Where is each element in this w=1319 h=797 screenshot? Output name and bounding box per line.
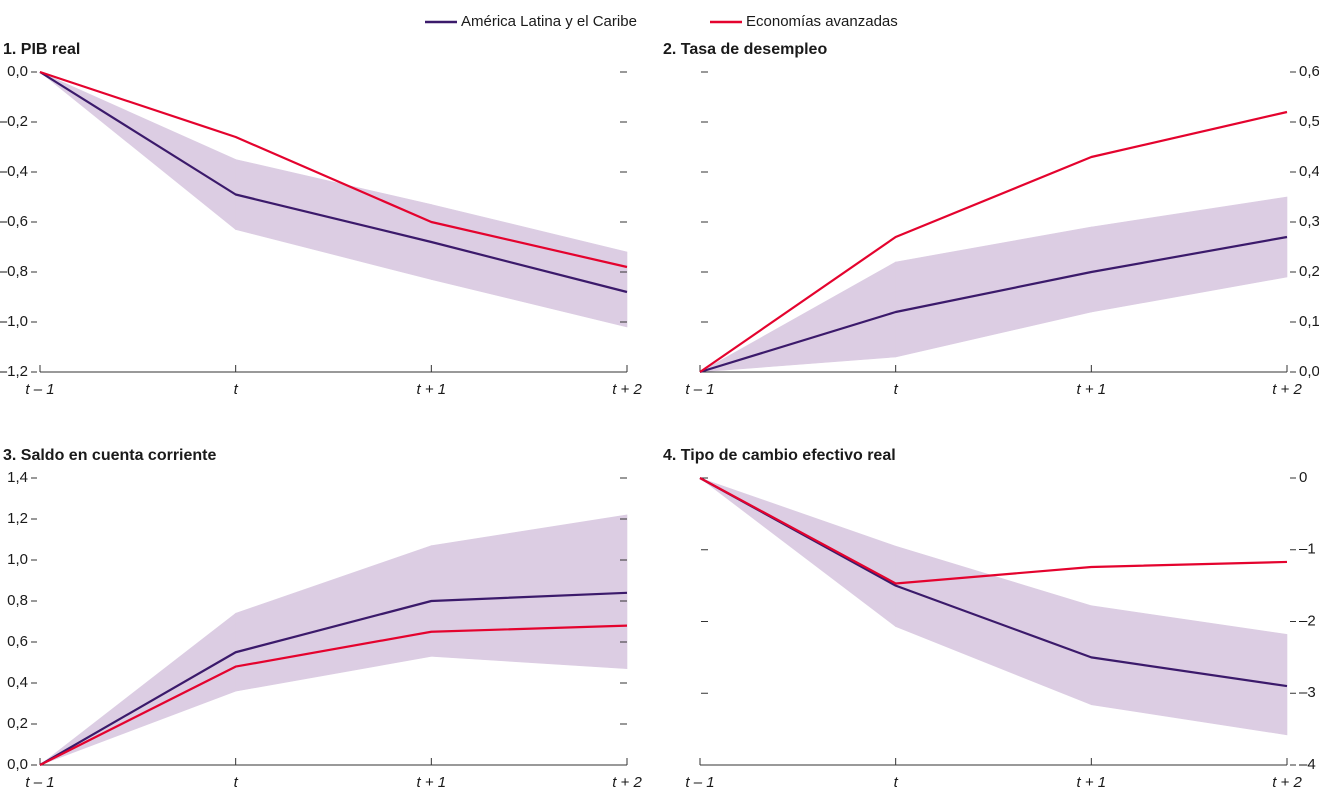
y-tick-label: –2 <box>1299 612 1316 629</box>
y-tick-label: 0,3 <box>1299 213 1319 230</box>
y-tick-label: –0,4 <box>0 163 28 180</box>
panel-title: 2. Tasa de desempleo <box>663 41 827 58</box>
y-tick-label: –4 <box>1299 756 1316 773</box>
confidence-band <box>699 477 896 628</box>
confidence-band <box>235 159 432 280</box>
y-tick-label: 0,8 <box>7 592 28 609</box>
x-tick-label: t + 1 <box>1077 381 1107 398</box>
y-tick-label: 1,2 <box>7 510 28 527</box>
y-tick-label: 1,4 <box>7 469 28 486</box>
y-tick-label: 0,6 <box>7 633 28 650</box>
y-tick-label: 0,0 <box>7 756 28 773</box>
x-tick-label: t <box>234 381 239 398</box>
confidence-band <box>1091 605 1288 736</box>
x-tick-label: t + 2 <box>1272 381 1302 398</box>
x-tick-label: t <box>894 774 899 791</box>
y-tick-label: 0 <box>1299 469 1307 486</box>
x-tick-label: t + 1 <box>417 381 447 398</box>
confidence-band <box>431 204 628 328</box>
x-tick-label: t + 2 <box>612 381 642 398</box>
series-line <box>39 71 628 294</box>
y-tick-label: –3 <box>1299 684 1316 701</box>
y-tick-label: –1 <box>1299 541 1316 558</box>
panel-title: 4. Tipo de cambio efectivo real <box>663 447 896 464</box>
x-tick-label: t <box>234 774 239 791</box>
confidence-band <box>699 261 896 373</box>
confidence-band <box>431 514 628 669</box>
y-tick-label: 0,0 <box>7 63 28 80</box>
x-tick-label: t + 2 <box>1272 774 1302 791</box>
y-tick-label: –0,2 <box>0 113 28 130</box>
y-tick-label: 1,0 <box>7 551 28 568</box>
confidence-band <box>39 612 236 766</box>
y-tick-label: 0,4 <box>1299 163 1319 180</box>
y-tick-label: 0,4 <box>7 674 28 691</box>
y-tick-label: –1,2 <box>0 363 28 380</box>
y-tick-label: 0,5 <box>1299 113 1319 130</box>
y-tick-label: –0,8 <box>0 263 28 280</box>
series-line <box>39 624 628 766</box>
legend-label: América Latina y el Caribe <box>461 13 637 30</box>
y-tick-label: –1,0 <box>0 313 28 330</box>
series-line <box>39 70 628 269</box>
legend-label: Economías avanzadas <box>746 13 898 30</box>
x-tick-label: t + 2 <box>612 774 642 791</box>
series-line <box>699 477 1288 585</box>
x-tick-label: t – 1 <box>685 381 714 398</box>
x-tick-label: t <box>894 381 899 398</box>
series-line <box>699 110 1288 373</box>
y-tick-label: 0,0 <box>1299 363 1319 380</box>
y-tick-label: 0,2 <box>7 715 28 732</box>
series-line <box>39 591 628 766</box>
y-tick-label: –0,6 <box>0 213 28 230</box>
x-tick-label: t – 1 <box>25 774 54 791</box>
panel-title: 1. PIB real <box>3 41 80 58</box>
y-tick-label: 0,6 <box>1299 63 1319 80</box>
confidence-band <box>39 71 236 231</box>
x-tick-label: t + 1 <box>417 774 447 791</box>
panel-title: 3. Saldo en cuenta corriente <box>3 447 217 464</box>
x-tick-label: t – 1 <box>25 381 54 398</box>
y-tick-label: 0,2 <box>1299 263 1319 280</box>
x-tick-label: t – 1 <box>685 774 714 791</box>
y-tick-label: 0,1 <box>1299 313 1319 330</box>
x-tick-label: t + 1 <box>1077 774 1107 791</box>
series-line <box>699 235 1288 374</box>
confidence-band <box>235 545 432 692</box>
